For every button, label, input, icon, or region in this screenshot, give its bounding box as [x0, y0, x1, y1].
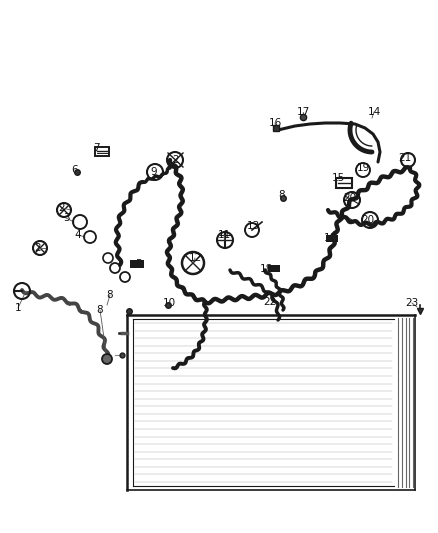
- Text: 16: 16: [268, 118, 282, 128]
- Text: 17: 17: [297, 107, 310, 117]
- Circle shape: [102, 354, 112, 364]
- Text: 5: 5: [135, 259, 141, 269]
- Text: 15: 15: [332, 173, 345, 183]
- Text: 18: 18: [259, 264, 272, 274]
- Text: 3: 3: [63, 213, 69, 223]
- Text: 2: 2: [59, 203, 65, 213]
- Bar: [336, 178, 352, 188]
- Text: 9: 9: [151, 167, 157, 177]
- Text: 21: 21: [399, 153, 412, 163]
- Bar: [268, 265, 280, 272]
- Text: 8: 8: [279, 190, 285, 200]
- Text: 7: 7: [93, 143, 99, 153]
- Text: 19: 19: [357, 163, 370, 173]
- Text: 11: 11: [217, 230, 231, 240]
- Text: 13: 13: [246, 221, 260, 231]
- Text: 14: 14: [367, 107, 381, 117]
- Text: 20: 20: [361, 215, 374, 225]
- Text: 6: 6: [72, 165, 78, 175]
- Text: 4: 4: [75, 230, 81, 240]
- Text: 8: 8: [97, 305, 103, 315]
- Text: 2: 2: [173, 155, 179, 165]
- Text: 2: 2: [35, 243, 41, 253]
- Text: 1: 1: [15, 303, 21, 313]
- Text: 20: 20: [343, 193, 357, 203]
- Text: 12: 12: [188, 253, 201, 263]
- Text: 10: 10: [162, 298, 176, 308]
- Bar: [95, 147, 109, 156]
- Bar: [130, 260, 144, 268]
- Text: 22: 22: [263, 297, 277, 307]
- Bar: [326, 235, 338, 242]
- Text: 8: 8: [107, 290, 113, 300]
- Text: 23: 23: [406, 298, 419, 308]
- Text: 10: 10: [323, 233, 336, 243]
